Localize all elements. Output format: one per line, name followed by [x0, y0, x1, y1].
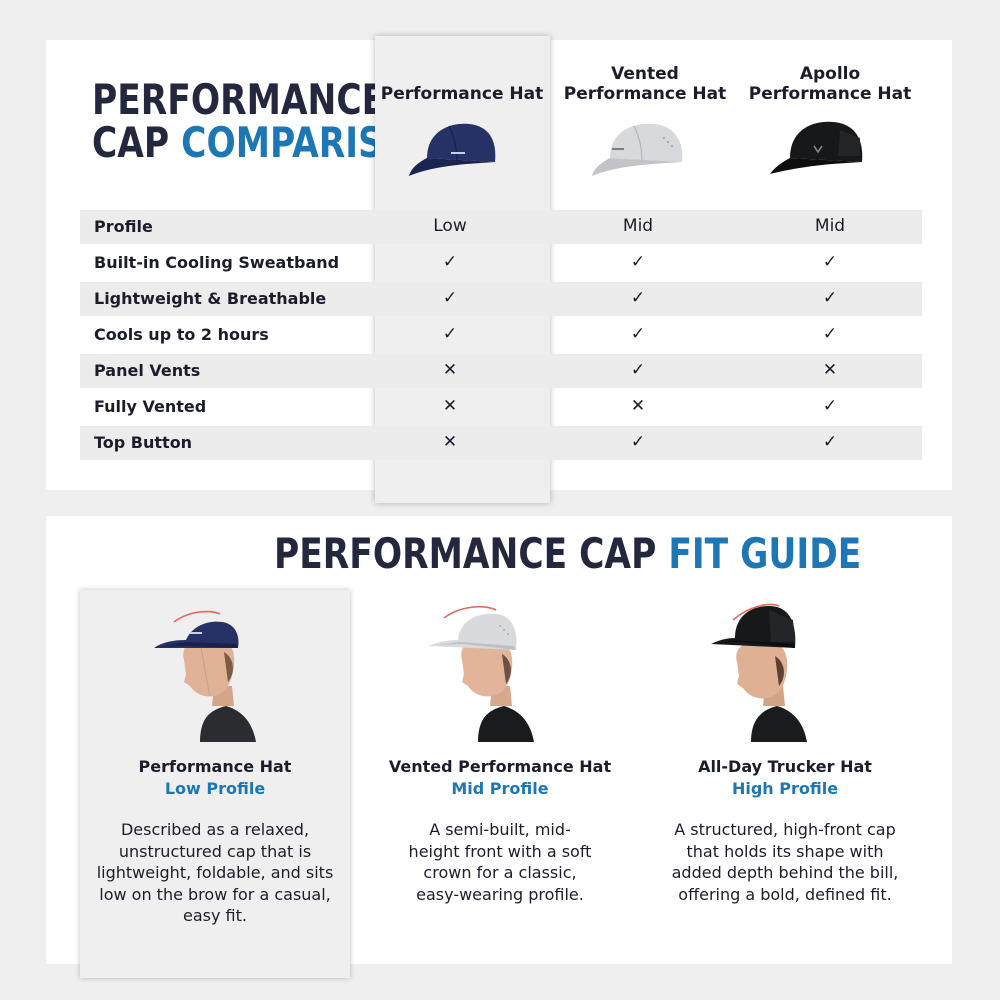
check-icon: ✓ — [822, 324, 838, 344]
column-header-performance-hat: Performance Hat — [367, 84, 557, 104]
column-header-apollo-performance-hat: Apollo Performance Hat — [735, 64, 925, 104]
row-label: Profile — [94, 217, 153, 236]
check-icon: ✓ — [822, 432, 838, 452]
check-icon: ✓ — [630, 252, 646, 272]
table-row: Fully Vented ✕ ✕ ✓ — [80, 390, 922, 424]
cross-icon: ✕ — [630, 396, 646, 416]
column-header-line: Performance Hat — [380, 84, 544, 104]
fit-card-high-profile: All-Day Trucker Hat High Profile A struc… — [650, 756, 920, 905]
model-high-profile-image — [711, 603, 807, 742]
card-description: A semi-built, mid-height front with a so… — [408, 820, 592, 904]
cross-icon: ✕ — [442, 360, 458, 380]
black-cap-image — [770, 121, 863, 174]
cell-value: Mid — [622, 216, 654, 236]
check-icon: ✓ — [630, 360, 646, 380]
row-label: Top Button — [94, 433, 193, 452]
card-description: Described as a relaxed, unstructured cap… — [96, 820, 334, 925]
fit-card-low-profile: Performance Hat Low Profile Described as… — [80, 756, 350, 927]
check-icon: ✓ — [822, 396, 838, 416]
model-mid-profile-image — [428, 605, 534, 742]
fit-guide-title: PERFORMANCE CAP FIT GUIDE — [274, 532, 861, 576]
check-icon: ✓ — [630, 288, 646, 308]
comparison-title-plain: CAP — [92, 118, 170, 167]
table-row: Lightweight & Breathable ✓ ✓ ✓ — [80, 282, 922, 316]
row-label: Built-in Cooling Sweatband — [94, 253, 340, 272]
comparison-title-line1: PERFORMANCE — [92, 75, 386, 124]
check-icon: ✓ — [822, 288, 838, 308]
column-header-line: Apollo — [799, 64, 861, 84]
column-header-line: Performance Hat — [748, 84, 912, 104]
card-product-name: Performance Hat — [138, 757, 292, 776]
column-header-line: Performance Hat — [563, 84, 727, 104]
highlighted-column — [375, 36, 550, 503]
card-product-name: All-Day Trucker Hat — [698, 757, 872, 776]
comparison-title: PERFORMANCE CAP COMPARISON — [92, 78, 441, 164]
card-profile-label: High Profile — [731, 779, 839, 798]
row-label: Fully Vented — [94, 397, 207, 416]
table-row: Profile Low Mid Mid — [80, 210, 922, 244]
cross-icon: ✕ — [442, 432, 458, 452]
table-row: Panel Vents ✕ ✓ ✕ — [80, 354, 922, 388]
row-label: Panel Vents — [94, 361, 201, 380]
check-icon: ✓ — [630, 432, 646, 452]
card-profile-label: Low Profile — [164, 779, 266, 798]
card-product-name: Vented Performance Hat — [388, 757, 612, 776]
model-low-profile-image — [154, 610, 256, 742]
column-header-vented-performance-hat: Vented Performance Hat — [550, 64, 740, 104]
column-header-line: Vented — [611, 64, 679, 84]
check-icon: ✓ — [630, 324, 646, 344]
row-label: Cools up to 2 hours — [94, 325, 269, 344]
fit-guide-title-accent: FIT GUIDE — [668, 529, 862, 578]
row-label: Lightweight & Breathable — [94, 289, 327, 308]
cross-icon: ✕ — [442, 396, 458, 416]
check-icon: ✓ — [442, 288, 458, 308]
table-row: Built-in Cooling Sweatband ✓ ✓ ✓ — [80, 246, 922, 280]
check-icon: ✓ — [442, 252, 458, 272]
card-description: A structured, high-front cap that holds … — [671, 820, 899, 904]
navy-cap-image — [409, 123, 496, 176]
table-row: Cools up to 2 hours ✓ ✓ ✓ — [80, 318, 922, 352]
card-profile-label: Mid Profile — [451, 779, 549, 798]
cell-value: Mid — [814, 216, 846, 236]
cross-icon: ✕ — [822, 360, 838, 380]
cell-value: Low — [433, 216, 467, 236]
check-icon: ✓ — [822, 252, 838, 272]
light-gray-cap-image — [592, 123, 683, 176]
fit-guide-title-plain: PERFORMANCE CAP — [274, 529, 657, 578]
table-row: Top Button ✕ ✓ ✓ — [80, 426, 922, 460]
fit-card-mid-profile: Vented Performance Hat Mid Profile A sem… — [365, 756, 635, 905]
check-icon: ✓ — [442, 324, 458, 344]
